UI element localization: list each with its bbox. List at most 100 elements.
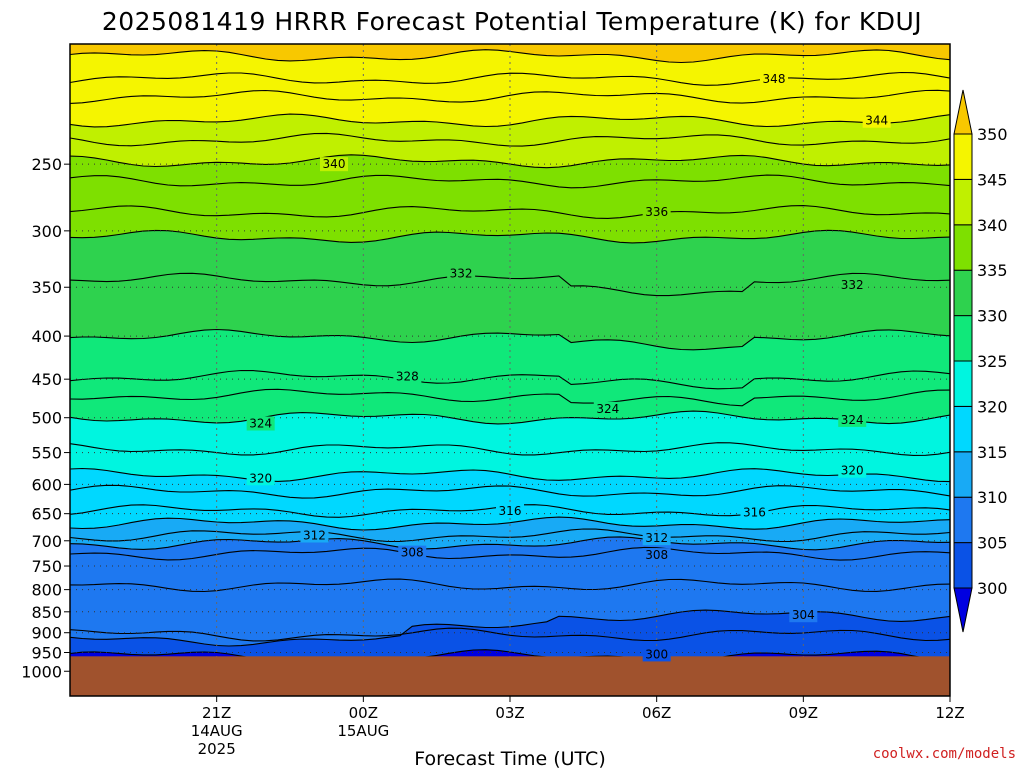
y-tick-label: 600 [31, 475, 62, 494]
contour-label-332: 332 [450, 266, 473, 280]
y-tick-label: 900 [31, 624, 62, 643]
colorbar-segment [953, 315, 973, 362]
contour-346 [70, 89, 950, 104]
colorbar-tick-label: 320 [977, 397, 1008, 416]
contour-label-bg [838, 412, 867, 427]
colorbar-min-arrow [953, 587, 973, 633]
y-tick-label: 950 [31, 643, 62, 662]
contour-334 [70, 229, 950, 244]
contour-label-308: 308 [401, 546, 424, 560]
y-tick-label: 400 [31, 327, 62, 346]
contour-label-bg [447, 266, 476, 281]
colorbar-tick-label: 305 [977, 534, 1008, 553]
contour-label: 344 [862, 113, 891, 128]
contour-label-bg [760, 71, 788, 86]
contour-348 [70, 71, 950, 86]
contour-label-332: 332 [841, 278, 864, 292]
contour-label-bg [642, 647, 671, 662]
colorbar-segment [953, 178, 973, 226]
grid-lines [70, 44, 950, 696]
contour-label-324: 324 [596, 402, 619, 416]
contour-314 [70, 516, 950, 531]
y-tick-label: 550 [31, 444, 62, 463]
contour-label: 332 [447, 266, 476, 281]
chart-title: 2025081419 HRRR Forecast Potential Tempe… [102, 7, 922, 36]
y-tick-label: 250 [31, 155, 62, 174]
contour-label-316: 316 [499, 504, 522, 518]
contour-label-bg [642, 205, 671, 220]
contour-label: 324 [246, 416, 275, 431]
x-tick-label: 2025 [198, 740, 236, 758]
contour-label: 328 [393, 369, 422, 384]
contour-label-324: 324 [841, 413, 864, 427]
y-tick-label: 650 [31, 505, 62, 524]
colorbar-segment [953, 133, 973, 180]
contour-label-304: 304 [792, 608, 815, 622]
contour-label-bg [642, 548, 671, 563]
x-tick-label: 06Z [642, 704, 671, 722]
contour-label-348: 348 [763, 72, 786, 86]
contour-label: 312 [300, 528, 329, 543]
contour-label: 304 [789, 608, 818, 623]
contour-318 [70, 484, 950, 499]
contour-label-bg [862, 113, 891, 128]
x-axis-label: Forecast Time (UTC) [414, 748, 605, 768]
colorbar-segment [953, 269, 973, 317]
contour-label: 308 [398, 545, 427, 560]
colorbar-max-arrow [953, 89, 973, 135]
colorbar-tick-label: 340 [977, 216, 1008, 235]
contour-label-bg [789, 608, 818, 623]
contour-label: 348 [760, 71, 788, 86]
x-tick-label: 21Z [202, 704, 231, 722]
x-tick-label: 14AUG [191, 722, 243, 740]
contour-label-340: 340 [323, 157, 346, 171]
colorbar-segment [953, 542, 973, 589]
contour-label-bg [593, 401, 622, 416]
contour-label-bg [246, 416, 275, 431]
colorbar-tick-label: 315 [977, 443, 1008, 462]
contour-label-bg [398, 545, 427, 560]
colorbar-tick-label: 310 [977, 488, 1008, 507]
contour-label-344: 344 [865, 114, 888, 128]
contour-label-bg [740, 505, 769, 520]
colorbar-tick-label: 350 [977, 125, 1008, 144]
contour-label-bg [246, 471, 275, 486]
colorbar-segment [953, 360, 973, 407]
colorbar-segment [953, 451, 973, 498]
band-350 [70, 44, 950, 63]
contour-326 [70, 388, 950, 407]
contour-label-300: 300 [645, 647, 668, 661]
colorbar: 300 305 310 315 320 325 330 335 340 345 350 [953, 89, 1008, 633]
y-tick-label: 850 [31, 603, 62, 622]
x-tick-label: 15AUG [337, 722, 389, 740]
contour-label-328: 328 [396, 370, 419, 384]
colorbar-tick-label: 300 [977, 579, 1008, 598]
temperature-fill-bands [70, 44, 950, 696]
contour-label-320: 320 [841, 464, 864, 478]
contour-label-bg [838, 463, 867, 478]
contour-label: 332 [838, 278, 867, 293]
colorbar-tick-label: 325 [977, 352, 1008, 371]
contour-label: 308 [642, 548, 671, 563]
contour-336 [70, 205, 950, 219]
colorbar-segment [953, 224, 973, 271]
x-tick-label: 00Z [349, 704, 378, 722]
contour-label-bg [320, 157, 348, 172]
contour-label: 320 [246, 471, 275, 486]
ground-terrain [70, 656, 950, 696]
colorbar-segment [953, 405, 973, 453]
contour-label: 324 [838, 412, 867, 427]
contour-label: 320 [838, 463, 867, 478]
x-tick-label: 09Z [789, 704, 818, 722]
contour-label-324: 324 [249, 417, 272, 431]
contour-label-bg [393, 369, 422, 384]
contour-label: 316 [496, 504, 524, 518]
contour-label: 312 [642, 531, 671, 546]
pressure-axis: 250 300 350 400 450 500 550 600 650 700 750 800 850 9… [21, 155, 70, 681]
y-tick-label: 350 [31, 278, 62, 297]
contour-label: 340 [320, 157, 348, 172]
x-tick-label: 12Z [935, 704, 964, 722]
colorbar-tick-label: 345 [977, 170, 1008, 189]
